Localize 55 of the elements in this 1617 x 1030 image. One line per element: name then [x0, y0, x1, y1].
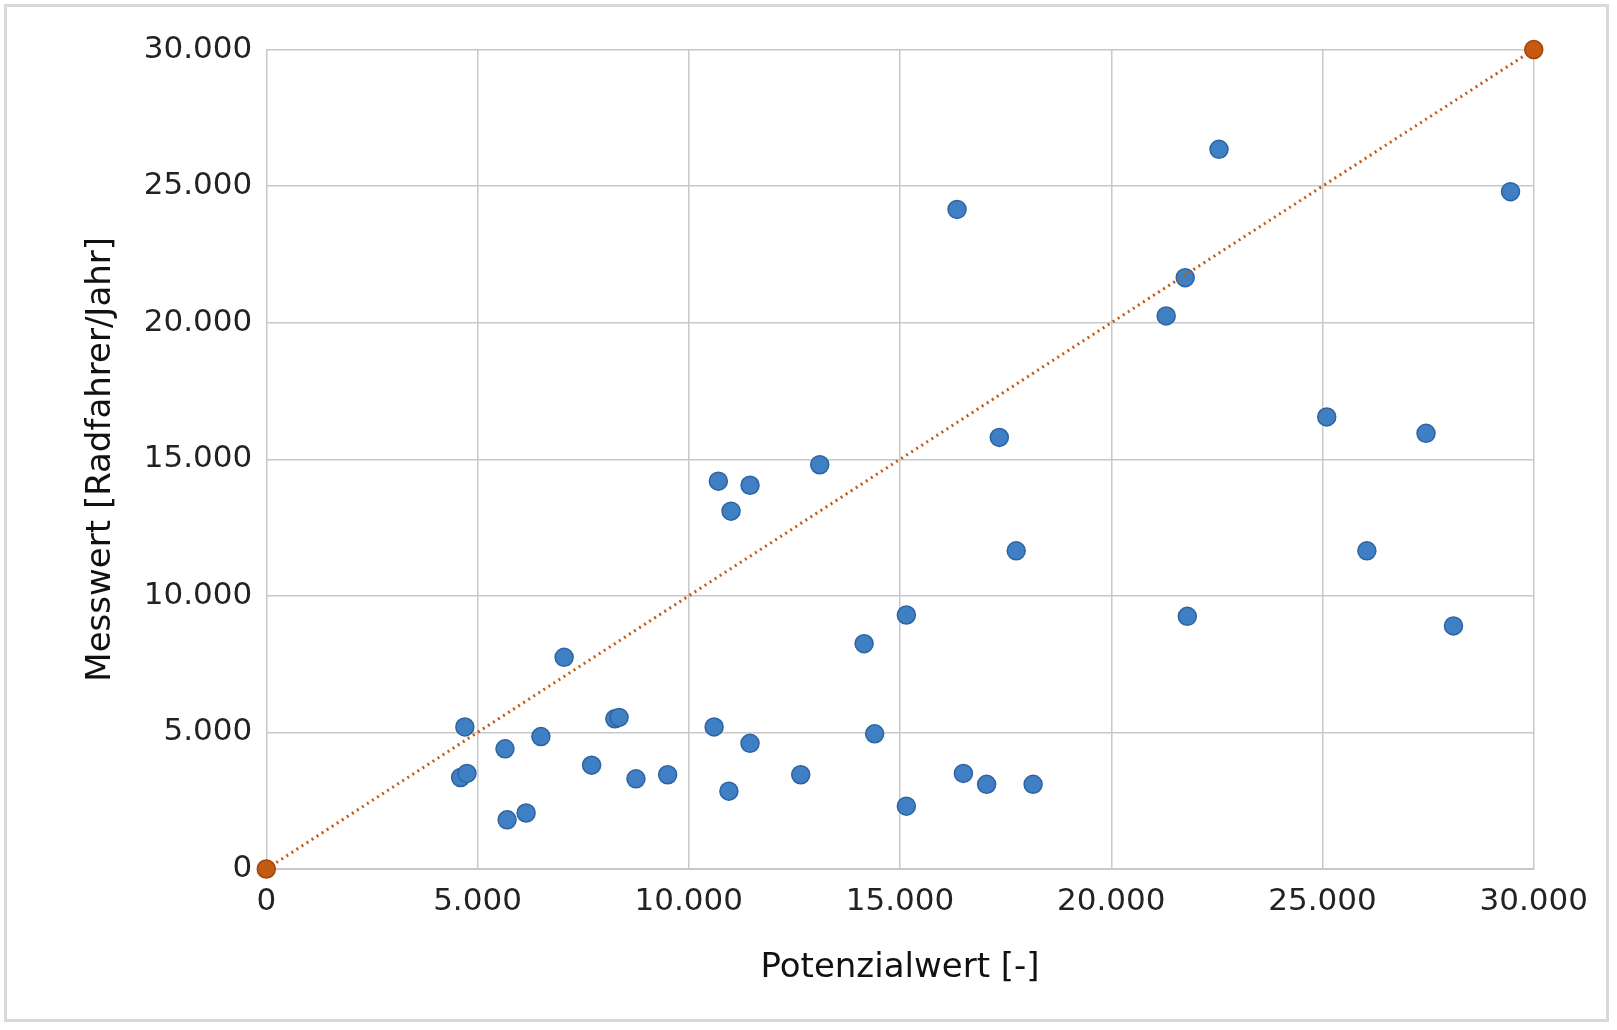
x-tick-label: 10.000: [634, 880, 744, 917]
point: [1500, 181, 1521, 202]
y-tick-label: 5.000: [163, 711, 253, 748]
x-tick-label: 25.000: [1268, 880, 1377, 917]
x-tick-label: 20.000: [1057, 880, 1166, 917]
point: [1209, 139, 1229, 160]
point: [976, 774, 997, 795]
point: [989, 427, 1010, 448]
point: [721, 501, 741, 521]
x-tick-label: 30.000: [1479, 880, 1589, 917]
y-axis-title: Messwert [Radfahrer/Jahr]: [78, 236, 119, 682]
point: [947, 199, 967, 220]
point: [554, 647, 574, 668]
y-tick-label: 15.000: [143, 438, 253, 475]
point: [953, 763, 974, 784]
point: [1156, 306, 1176, 326]
point: [657, 765, 678, 785]
point: [457, 763, 477, 784]
point: [516, 803, 536, 823]
x-tick-label: 15.000: [845, 880, 955, 917]
y-tick-label: 30.000: [143, 28, 253, 65]
point: [719, 781, 739, 801]
point: [531, 726, 551, 747]
point: [455, 717, 475, 737]
y-tick-label: 25.000: [143, 165, 253, 202]
point: [809, 455, 830, 475]
x-tick-label: 0: [256, 880, 277, 917]
point: [497, 810, 517, 830]
point: [1177, 606, 1198, 627]
point: [1443, 616, 1464, 636]
y-tick-label: 20.000: [143, 301, 253, 338]
x-axis-title: Potenzialwert [-]: [760, 945, 1040, 986]
point: [1357, 541, 1377, 561]
point: [1524, 39, 1544, 60]
point: [896, 605, 917, 625]
x-tick-label: 5.000: [433, 880, 522, 917]
point: [1416, 423, 1436, 444]
point: [704, 717, 724, 737]
point: [1316, 407, 1337, 427]
point: [1175, 267, 1195, 288]
y-tick-label: 0: [232, 848, 253, 885]
point: [790, 765, 811, 785]
point: [708, 471, 729, 491]
point: [740, 475, 760, 495]
point: [864, 724, 885, 744]
point: [854, 633, 874, 654]
point: [740, 733, 760, 754]
y-tick-label: 10.000: [143, 574, 253, 611]
point: [495, 739, 515, 759]
point: [581, 755, 602, 775]
point: [896, 796, 917, 816]
point: [626, 769, 646, 789]
point: [256, 859, 277, 879]
point: [1006, 541, 1026, 561]
point: [1023, 774, 1043, 795]
